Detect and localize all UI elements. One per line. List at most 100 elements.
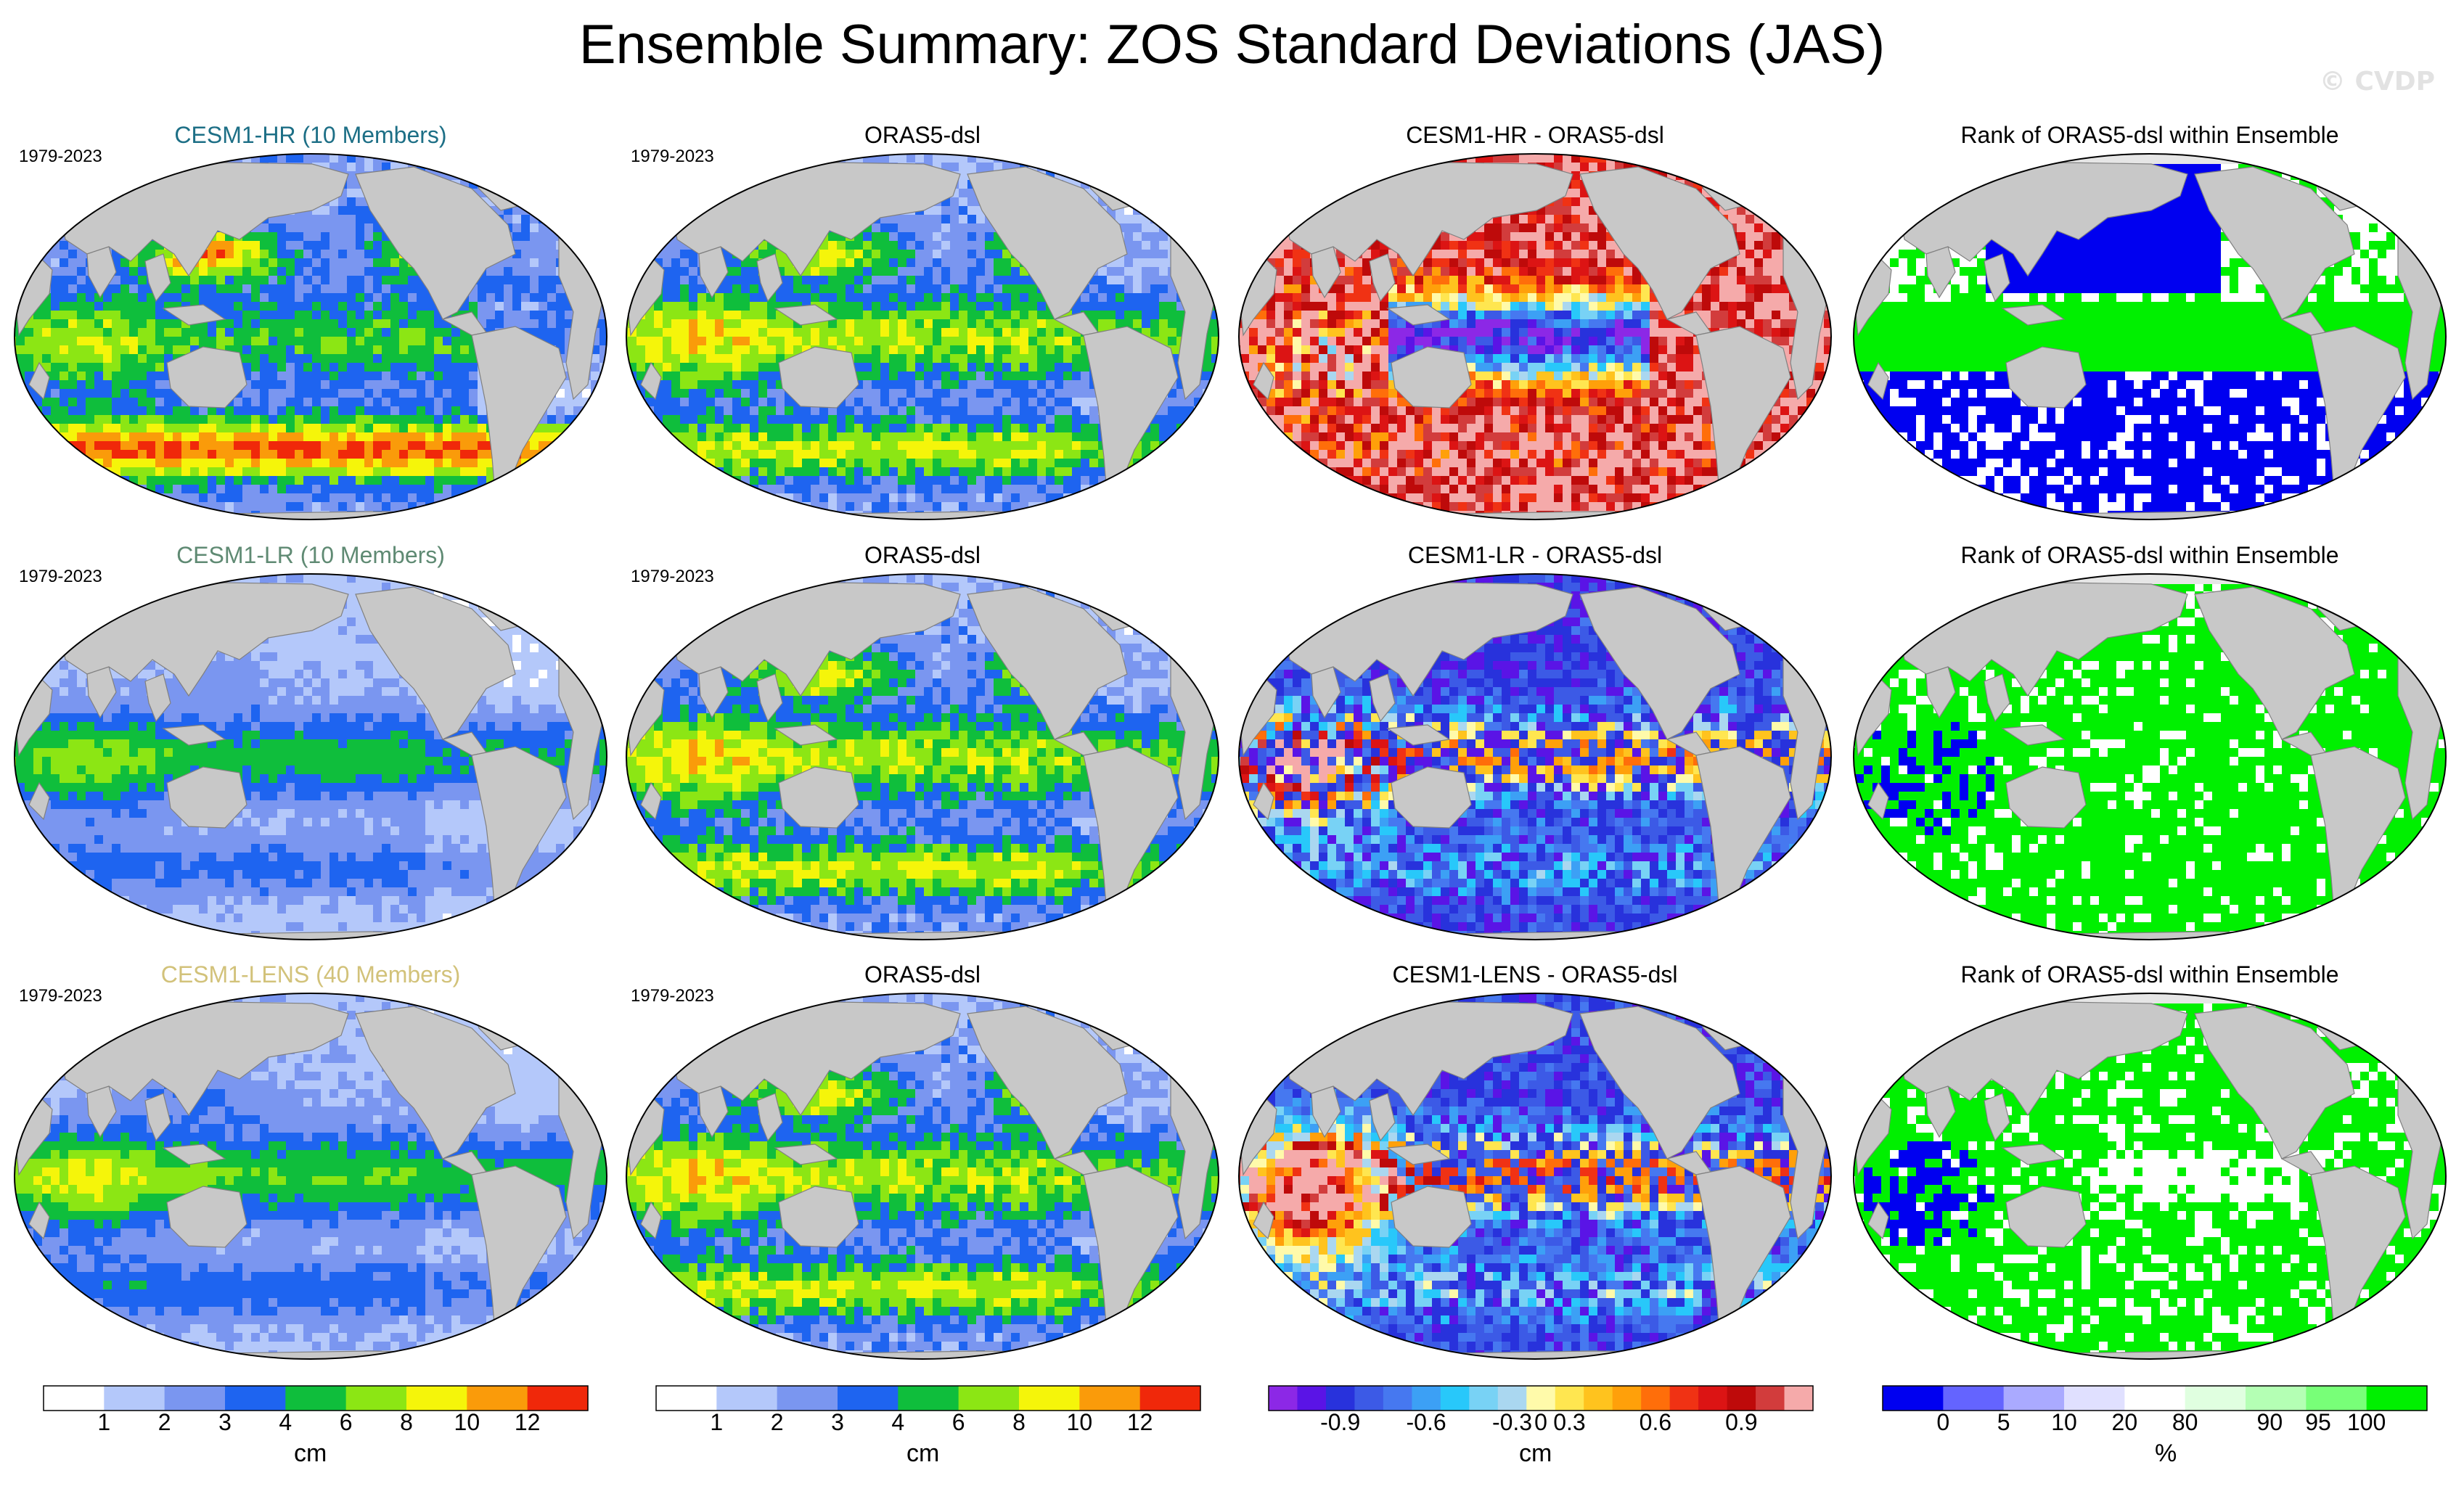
colorbar-tick-label: 12 xyxy=(1127,1409,1153,1436)
colorbar-swatch xyxy=(1613,1386,1642,1411)
colorbar-tick-label: 10 xyxy=(2051,1409,2077,1436)
colorbar-swatch xyxy=(1441,1386,1470,1411)
colorbar-swatch xyxy=(1354,1386,1383,1411)
map-diff_lr xyxy=(1232,565,1838,948)
land-mass xyxy=(116,932,559,948)
colorbar-tick-label: 90 xyxy=(2257,1409,2283,1436)
colorbar-swatch xyxy=(1785,1386,1814,1411)
colorbar-swatch xyxy=(656,1386,717,1411)
colorbar-swatch xyxy=(2306,1386,2367,1411)
colorbar-swatch xyxy=(716,1386,777,1411)
colorbar-tick-label: 3 xyxy=(218,1409,232,1436)
colorbar-tick-label: -0.6 xyxy=(1407,1409,1446,1436)
colorbar-swatch xyxy=(2367,1386,2428,1411)
colorbar-tick-label: 6 xyxy=(952,1409,965,1436)
colorbar-swatch xyxy=(1326,1386,1355,1411)
ocean-field xyxy=(7,565,614,948)
colorbar-swatch xyxy=(44,1386,105,1411)
colorbar-swatch xyxy=(898,1386,959,1411)
colorbar-swatch xyxy=(1727,1386,1756,1411)
colorbar-tick-label: 1 xyxy=(97,1409,110,1436)
colorbar-tick-label: 100 xyxy=(2347,1409,2386,1436)
map-hr xyxy=(7,145,614,528)
colorbar-swatch xyxy=(528,1386,589,1411)
colorbar-swatch xyxy=(406,1386,467,1411)
colorbar-tick-label: 4 xyxy=(891,1409,904,1436)
map-obs xyxy=(619,145,1226,528)
panel-r2-c4: Rank of ORAS5-dsl within Ensemble xyxy=(1846,542,2453,948)
colorbar-unit: cm xyxy=(1519,1440,1552,1468)
colorbar-tick-label: 5 xyxy=(1997,1409,2010,1436)
ocean-field xyxy=(7,985,614,1368)
ocean-field xyxy=(1846,985,2453,1368)
panel-r1-c3: CESM1-HR - ORAS5-dsl xyxy=(1232,122,1838,528)
ocean-field xyxy=(619,145,1226,528)
panel-r2-c3: CESM1-LR - ORAS5-dsl xyxy=(1232,542,1838,948)
colorbar-tick-label: 95 xyxy=(2305,1409,2331,1436)
panel-r1-c4: Rank of ORAS5-dsl within Ensemble xyxy=(1846,122,2453,528)
ocean-field xyxy=(1232,985,1838,1368)
panel-r3-c3: CESM1-LENS - ORAS5-dsl xyxy=(1232,961,1838,1368)
map-lr xyxy=(7,565,614,948)
colorbar-swatch xyxy=(1079,1386,1140,1411)
colorbar-swatch xyxy=(165,1386,226,1411)
colorbar-tick-label: -0.9 xyxy=(1320,1409,1360,1436)
land-mass xyxy=(116,512,559,528)
land-mass xyxy=(1955,932,2398,948)
panel-r3-c1: CESM1-LENS (40 Members)1979-2023 xyxy=(7,961,614,1368)
ocean-field xyxy=(619,565,1226,948)
colorbar-tick-label: 0.3 xyxy=(1553,1409,1585,1436)
ocean-field xyxy=(7,145,614,528)
colorbar-unit: % xyxy=(2155,1440,2177,1468)
colorbar-swatch xyxy=(1140,1386,1201,1411)
colorbar-swatch xyxy=(2124,1386,2185,1411)
colorbar-swatch xyxy=(225,1386,286,1411)
colorbar-tick-label: 6 xyxy=(340,1409,353,1436)
colorbar-swatch xyxy=(1269,1386,1298,1411)
colorbar-swatch xyxy=(1584,1386,1613,1411)
land-mass xyxy=(728,512,1171,528)
colorbar-tick-label: 12 xyxy=(515,1409,541,1436)
colorbar-swatch xyxy=(346,1386,407,1411)
ocean-field xyxy=(1846,145,2453,528)
land-mass xyxy=(1341,1351,1783,1368)
colorbar-tick-label: 2 xyxy=(158,1409,171,1436)
colorbar-unit: cm xyxy=(294,1440,327,1468)
figure-title: Ensemble Summary: ZOS Standard Deviation… xyxy=(0,13,2464,76)
colorbar-swatch xyxy=(104,1386,165,1411)
land-mass xyxy=(1341,932,1783,948)
colorbar-tick-label: 8 xyxy=(1012,1409,1026,1436)
colorbar-swatch xyxy=(2185,1386,2246,1411)
colorbar-tick-label: 0 xyxy=(1534,1409,1547,1436)
map-rank_lr xyxy=(1846,565,2453,948)
colorbar-swatch xyxy=(1756,1386,1785,1411)
colorbar-swatch xyxy=(838,1386,899,1411)
colorbar-swatch xyxy=(1698,1386,1727,1411)
colorbar-swatch xyxy=(2004,1386,2065,1411)
colorbar-tick-label: 0 xyxy=(1936,1409,1949,1436)
colorbar-swatch xyxy=(1412,1386,1441,1411)
colorbar-swatch xyxy=(2246,1386,2307,1411)
colorbar-tick-label: 2 xyxy=(771,1409,784,1436)
land-mass xyxy=(728,932,1171,948)
ocean-field xyxy=(619,985,1226,1368)
colorbar-swatch xyxy=(2064,1386,2125,1411)
colorbar-swatch xyxy=(959,1386,1020,1411)
land-mass xyxy=(116,1351,559,1368)
colorbar-swatch xyxy=(1555,1386,1584,1411)
panel-r2-c1: CESM1-LR (10 Members)1979-2023 xyxy=(7,542,614,948)
land-mass xyxy=(728,1351,1171,1368)
colorbar-swatch xyxy=(285,1386,346,1411)
colorbar-swatch xyxy=(777,1386,838,1411)
colorbar-swatch xyxy=(1641,1386,1670,1411)
colorbar-swatch xyxy=(467,1386,528,1411)
colorbar-swatch xyxy=(1943,1386,2004,1411)
land-mass xyxy=(1955,1351,2398,1368)
panel-r1-c1: CESM1-HR (10 Members)1979-2023 xyxy=(7,122,614,528)
colorbar-tick-label: 0.6 xyxy=(1640,1409,1671,1436)
colorbar-swatch xyxy=(1498,1386,1527,1411)
colorbar-tick-label: 20 xyxy=(2112,1409,2138,1436)
colorbar-swatch xyxy=(1883,1386,1944,1411)
